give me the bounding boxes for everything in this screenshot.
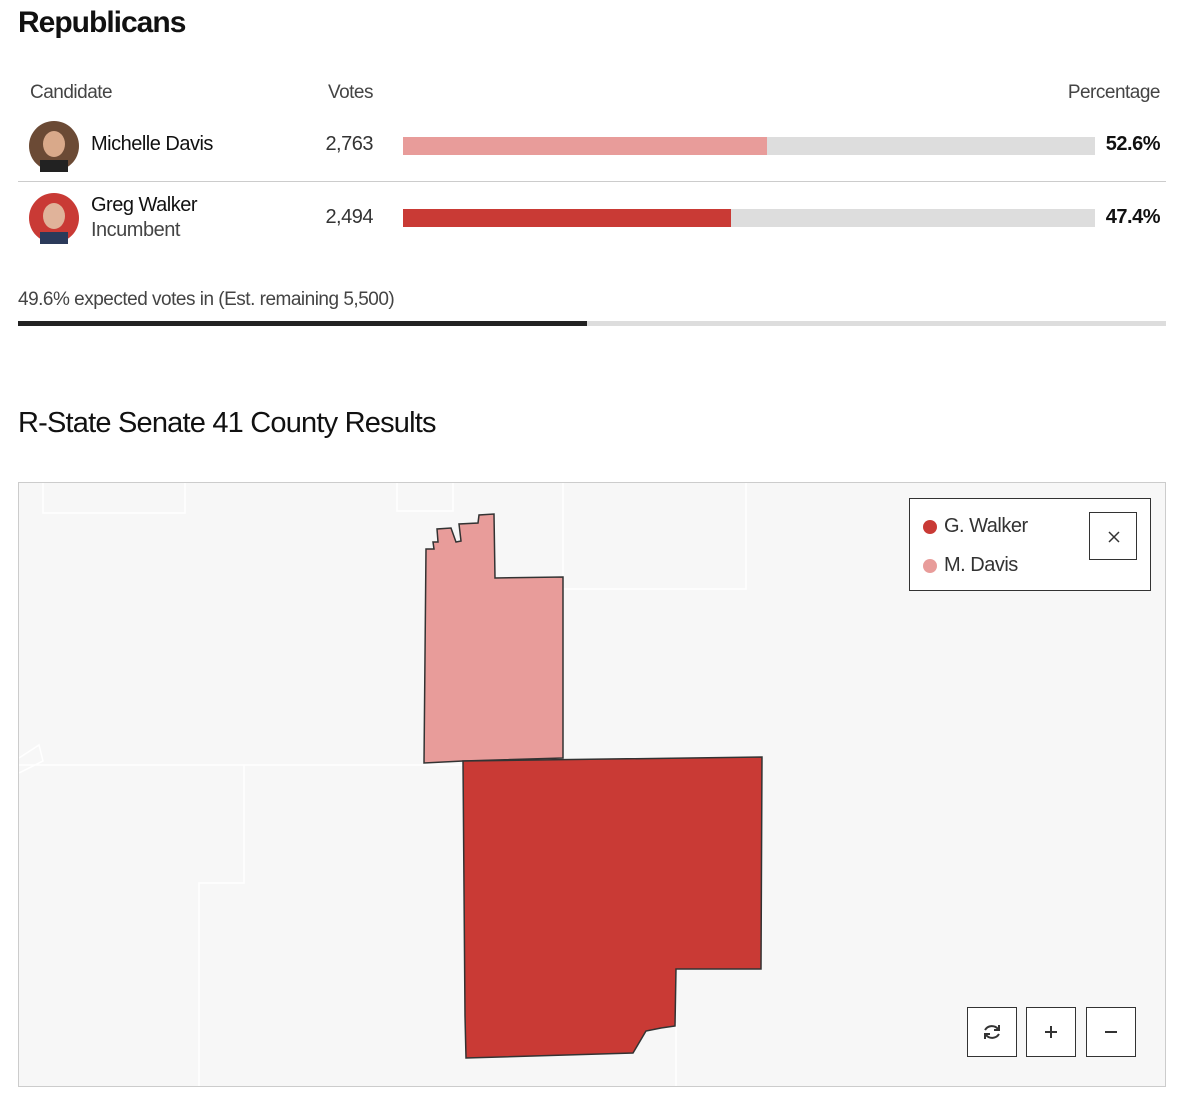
- zoom-in-button[interactable]: [1026, 1007, 1076, 1057]
- percentage: 47.4%: [1105, 206, 1161, 228]
- incumbent-note: Incumbent: [91, 219, 180, 241]
- progress-bar: [18, 321, 588, 326]
- map-svg: [19, 483, 763, 1086]
- avatar: [29, 193, 79, 244]
- candidate-name: Michelle Davis: [91, 133, 213, 155]
- percentage-bar: [403, 209, 731, 227]
- zoom-out-button[interactable]: [1086, 1007, 1136, 1057]
- votes: 2,494: [325, 206, 373, 228]
- map-title: R-State Senate 41 County Results: [18, 407, 437, 439]
- county-walker[interactable]: [462, 756, 763, 1059]
- expected-votes: 49.6% expected votes in (Est. remaining …: [18, 289, 395, 310]
- header-percentage: Percentage: [1067, 82, 1161, 103]
- avatar: [29, 121, 79, 172]
- reset-button[interactable]: [967, 1007, 1017, 1057]
- candidate-name: Greg Walker: [91, 194, 198, 216]
- legend-label: M. Davis: [944, 554, 1018, 576]
- legend-swatch: [923, 559, 937, 573]
- header-candidate: Candidate: [30, 82, 113, 103]
- row-divider: [18, 181, 1166, 182]
- percentage-bar: [403, 137, 767, 155]
- legend-swatch: [923, 520, 937, 534]
- legend: G. Walker M. Davis: [909, 498, 1151, 591]
- bar-track: [403, 137, 1095, 155]
- legend-label: G. Walker: [944, 515, 1028, 537]
- section-title: Republicans: [18, 6, 186, 39]
- progress-track: [18, 321, 1166, 326]
- bar-track: [403, 209, 1095, 227]
- percentage: 52.6%: [1105, 133, 1161, 155]
- votes: 2,763: [325, 133, 373, 155]
- map[interactable]: G. Walker M. Davis: [18, 482, 1166, 1087]
- header-votes: Votes: [327, 82, 374, 103]
- county-davis[interactable]: [423, 513, 564, 764]
- close-legend-button[interactable]: [1089, 512, 1137, 560]
